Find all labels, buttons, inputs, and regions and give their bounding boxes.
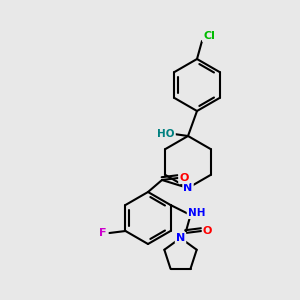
Text: HO: HO	[157, 129, 175, 139]
Text: N: N	[176, 233, 185, 243]
Text: O: O	[203, 226, 212, 236]
Text: F: F	[99, 228, 106, 238]
Text: O: O	[179, 173, 189, 183]
Text: N: N	[183, 183, 193, 193]
Text: Cl: Cl	[203, 31, 215, 41]
Text: NH: NH	[188, 208, 205, 218]
